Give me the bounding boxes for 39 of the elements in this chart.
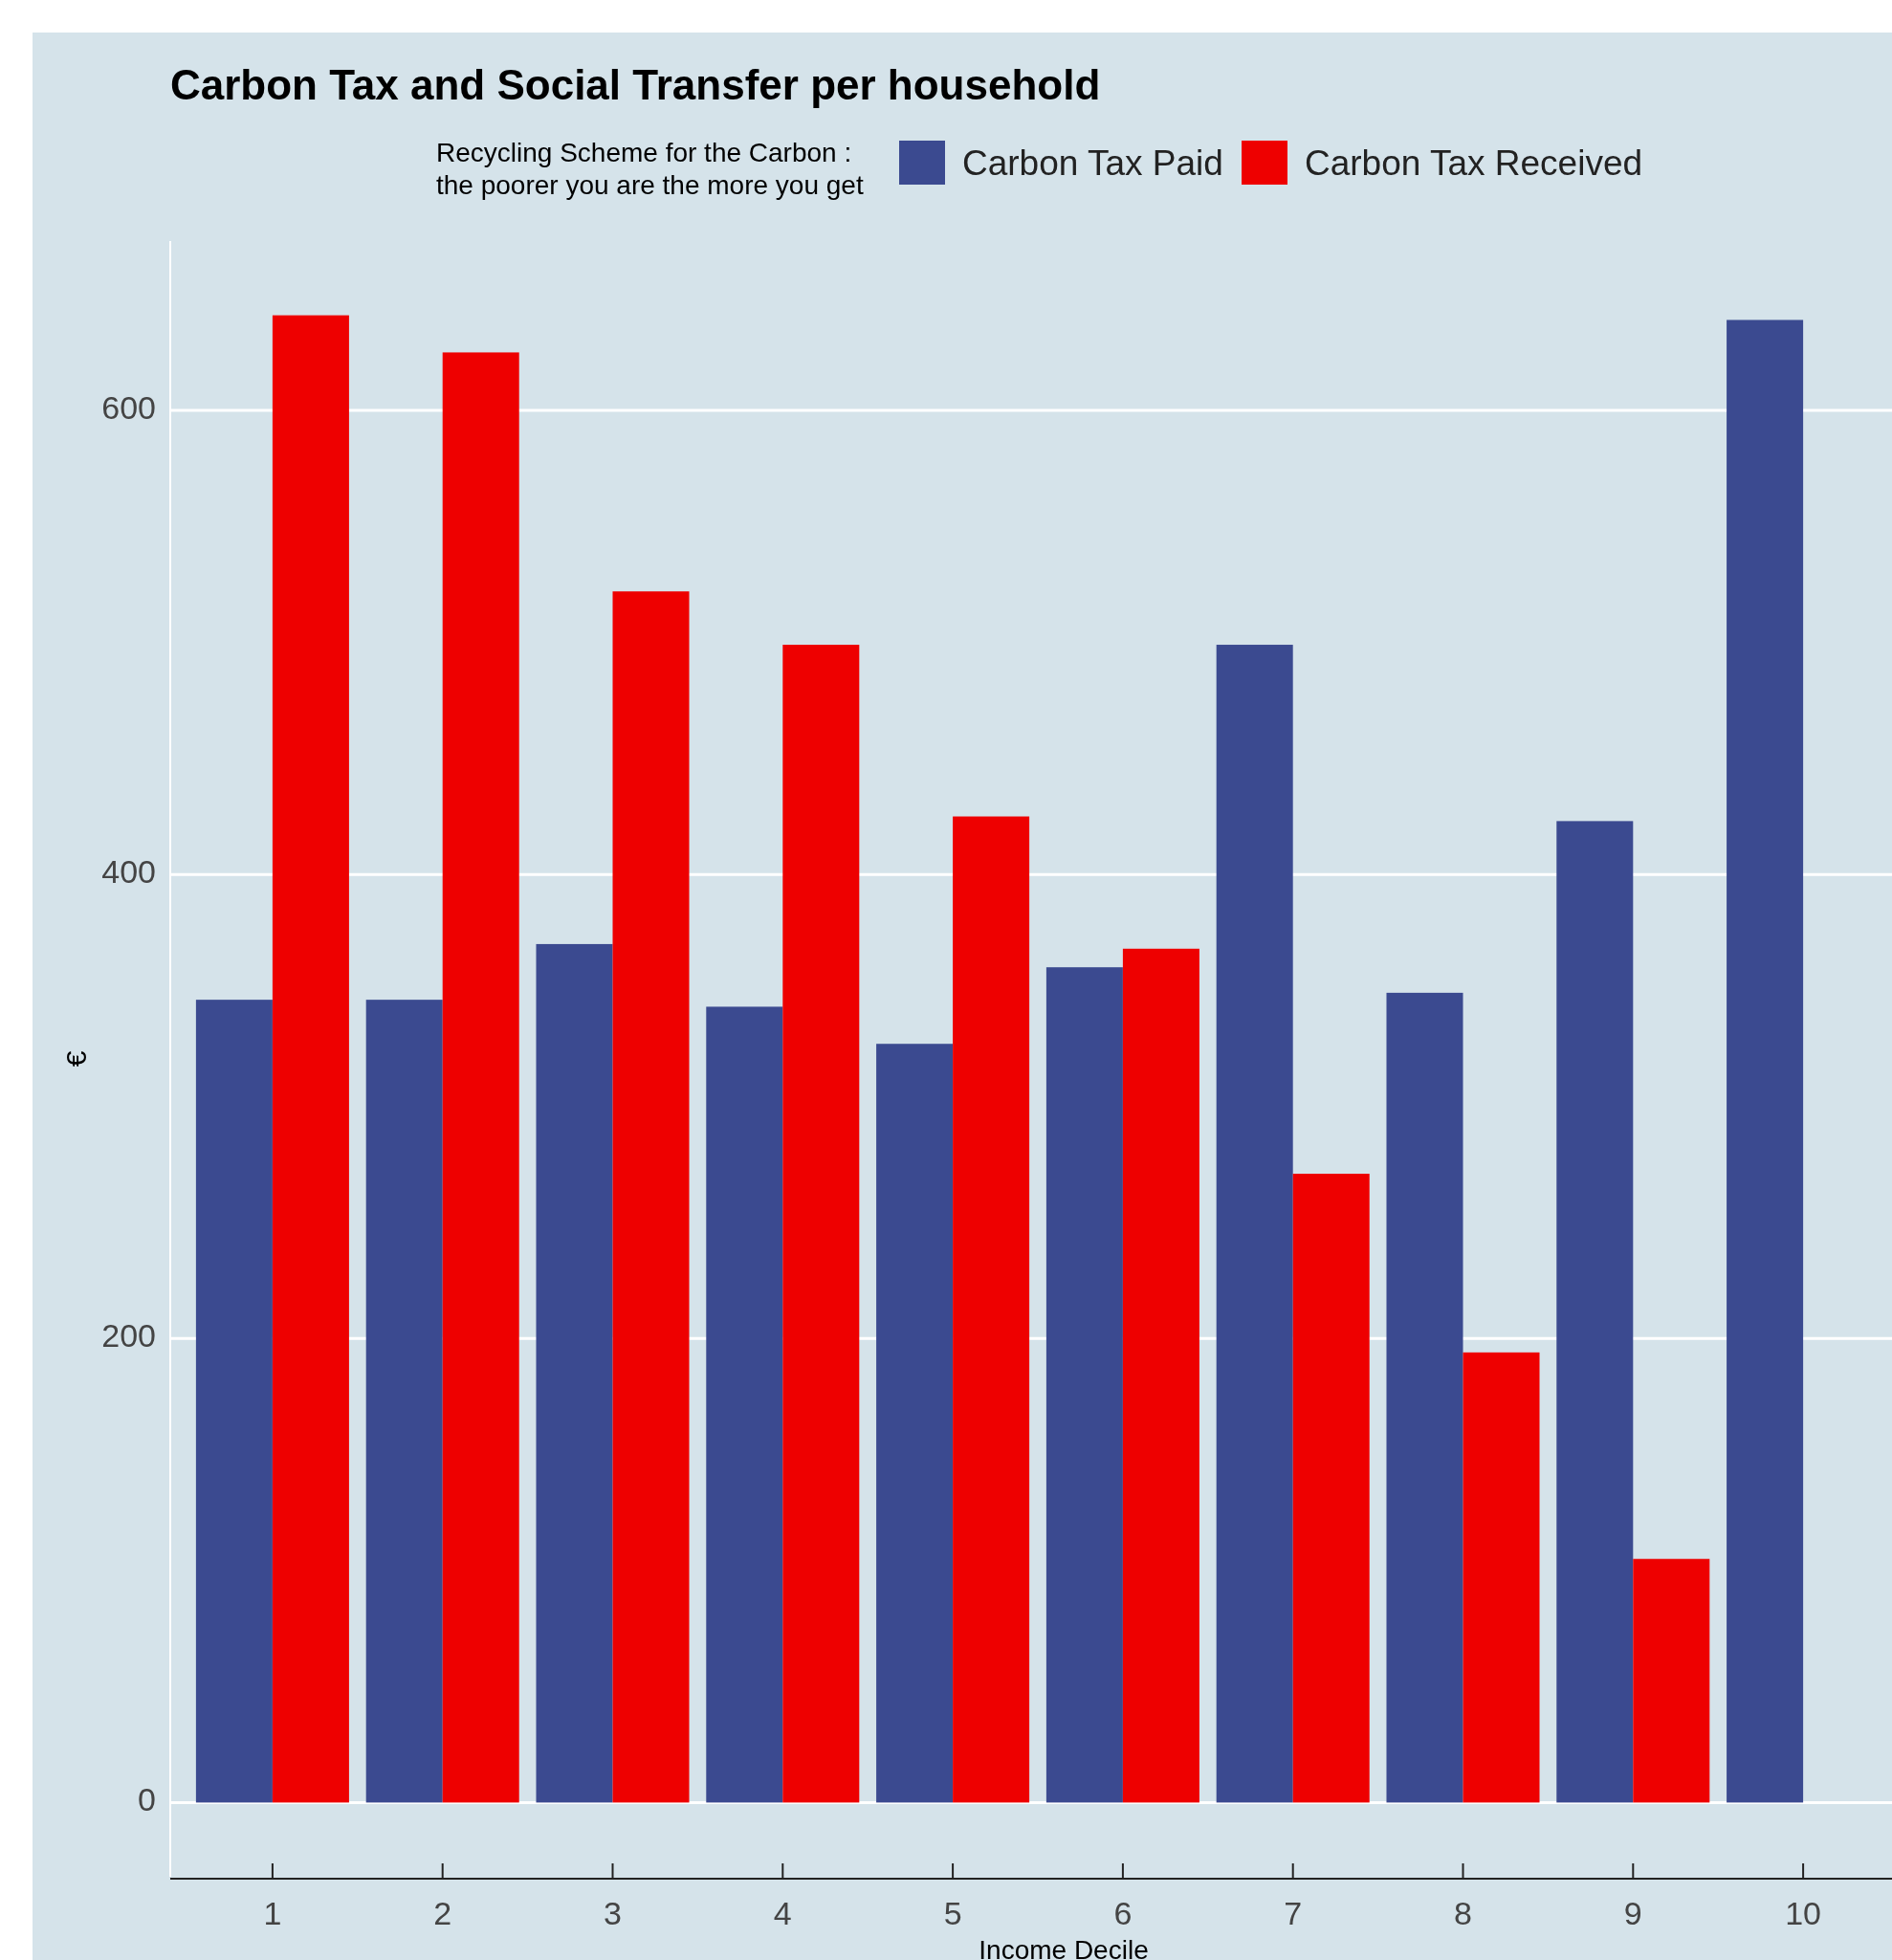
bar	[876, 1044, 954, 1803]
bar	[953, 816, 1030, 1803]
chart-title: Carbon Tax and Social Transfer per household	[170, 61, 1101, 108]
bar	[1556, 821, 1634, 1803]
bar	[272, 315, 349, 1803]
y-tick-label: 400	[101, 853, 156, 891]
legend-title: Recycling Scheme for the Carbon : the poorer you are the more you get	[436, 138, 864, 200]
x-tick-label: 10	[1785, 1895, 1822, 1931]
bar	[1292, 1174, 1370, 1803]
x-tick-label: 8	[1454, 1895, 1472, 1931]
y-tick-label: 600	[101, 389, 156, 427]
bar	[1727, 319, 1804, 1803]
y-axis-title: €	[60, 1050, 92, 1068]
bar	[1216, 645, 1293, 1803]
x-tick-label: 2	[433, 1895, 452, 1931]
x-tick-label: 6	[1113, 1895, 1133, 1931]
legend-label: Carbon Tax Paid	[962, 143, 1223, 183]
x-tick-label: 9	[1623, 1895, 1642, 1931]
legend-label: Carbon Tax Received	[1305, 143, 1643, 183]
bar	[1122, 948, 1199, 1803]
x-tick-label: 5	[943, 1895, 962, 1931]
x-tick-label: 3	[604, 1895, 622, 1931]
y-tick-label: 200	[101, 1317, 156, 1354]
x-axis-title: Income Decile	[979, 1935, 1149, 1960]
y-tick-label: 0	[138, 1781, 156, 1818]
bar	[1386, 992, 1463, 1803]
x-tick-label: 1	[263, 1895, 282, 1931]
bar	[442, 352, 519, 1803]
bar	[782, 645, 860, 1803]
bar	[1463, 1352, 1540, 1803]
bar	[612, 591, 690, 1803]
bar	[365, 1000, 443, 1803]
bar	[195, 1000, 273, 1803]
bar	[706, 1006, 783, 1803]
x-tick-label: 7	[1284, 1895, 1303, 1931]
bar	[536, 943, 613, 1803]
bar	[1633, 1558, 1710, 1803]
bar	[1045, 967, 1123, 1803]
x-tick-label: 4	[773, 1895, 792, 1931]
